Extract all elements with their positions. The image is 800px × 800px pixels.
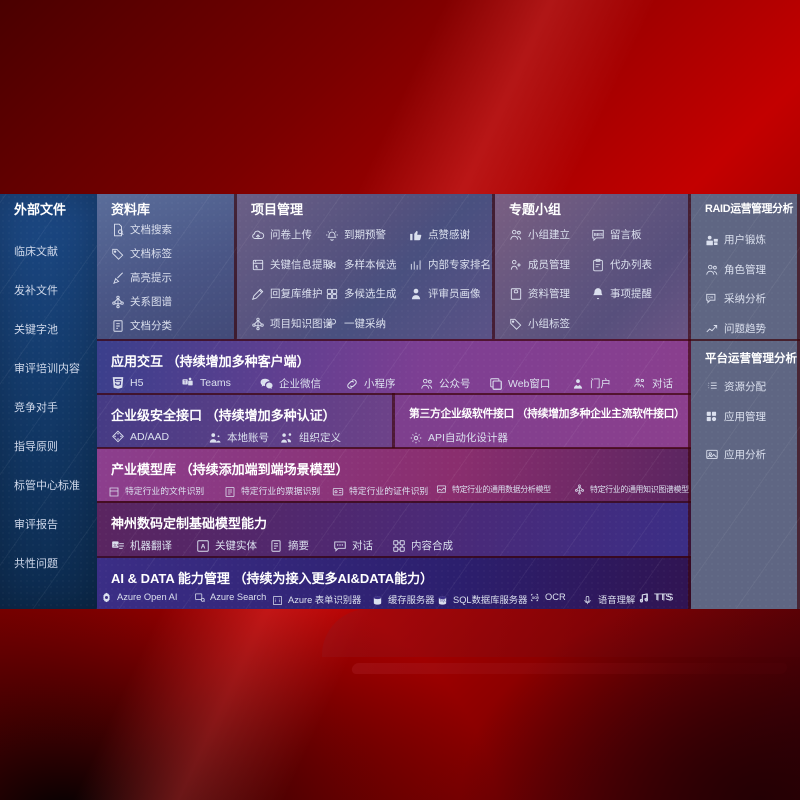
svg-text:T: T (184, 379, 187, 384)
svg-text:A: A (201, 544, 206, 551)
svg-text:文A: 文A (113, 543, 119, 548)
svg-text:BBS: BBS (594, 232, 603, 237)
svg-text:OCR: OCR (532, 596, 540, 600)
svg-text:QA: QA (708, 296, 714, 300)
svg-text:SQL: SQL (440, 598, 447, 602)
